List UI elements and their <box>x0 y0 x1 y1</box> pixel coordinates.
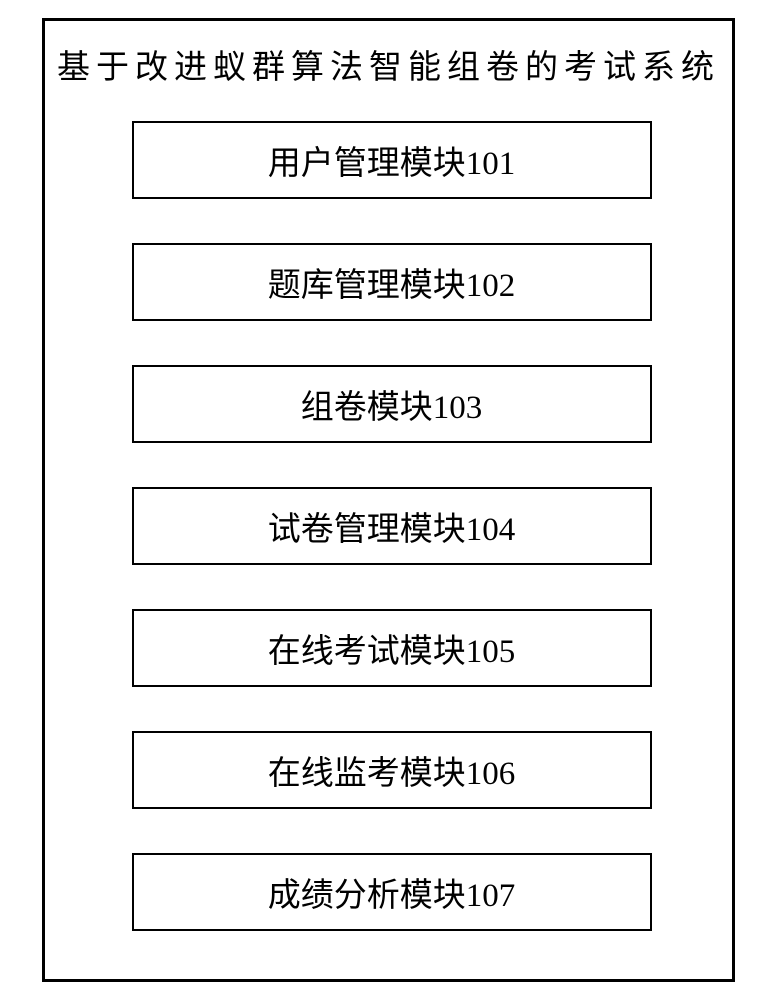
module-label: 成绩分析模块107 <box>268 868 516 916</box>
module-label: 在线监考模块106 <box>268 746 516 794</box>
module-label: 组卷模块103 <box>301 380 483 428</box>
module-label: 在线考试模块105 <box>268 624 516 672</box>
system-container: 基于改进蚁群算法智能组卷的考试系统 用户管理模块101 题库管理模块102 组卷模块… <box>42 18 735 982</box>
system-title: 基于改进蚁群算法智能组卷的考试系统 <box>57 43 720 93</box>
module-label: 题库管理模块102 <box>268 258 516 306</box>
module-box: 用户管理模块101 <box>132 121 652 199</box>
module-box: 在线考试模块105 <box>132 609 652 687</box>
module-label: 用户管理模块101 <box>268 136 516 184</box>
module-box: 在线监考模块106 <box>132 731 652 809</box>
module-box: 组卷模块103 <box>132 365 652 443</box>
module-label: 试卷管理模块104 <box>268 502 516 550</box>
module-box: 题库管理模块102 <box>132 243 652 321</box>
module-box: 成绩分析模块107 <box>132 853 652 931</box>
module-box: 试卷管理模块104 <box>132 487 652 565</box>
